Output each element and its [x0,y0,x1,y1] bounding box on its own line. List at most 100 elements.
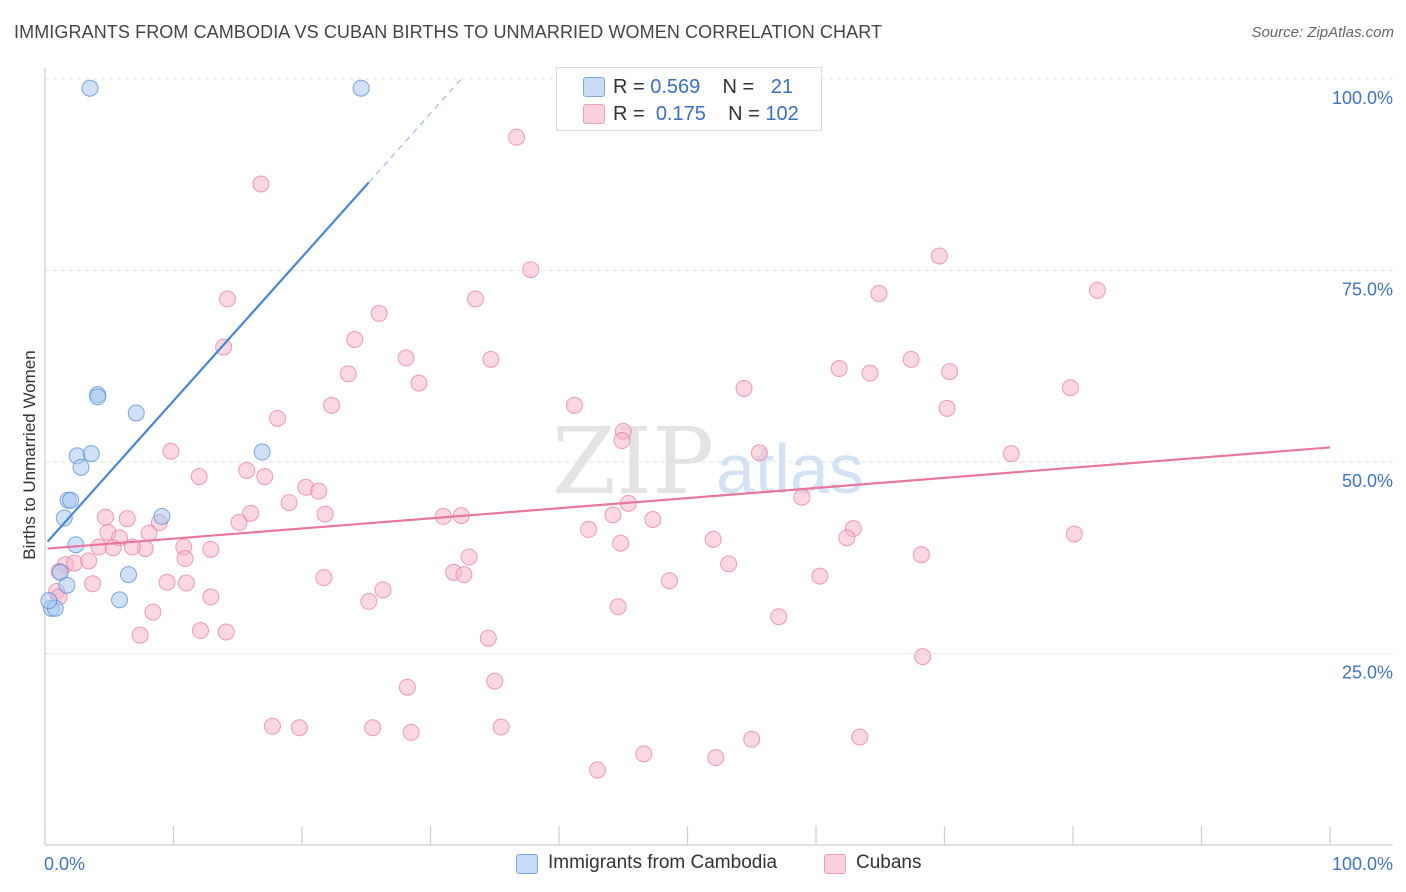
data-point-cubans [131,626,149,644]
data-point-cubans [482,350,500,368]
data-point-cubans [635,745,653,763]
data-point-cubans [339,365,357,383]
data-point-cubans [735,379,753,397]
data-point-cubans [1061,379,1079,397]
data-point-cubans [190,468,208,486]
data-point-cubans [96,508,114,526]
data-point-cubans [609,598,627,616]
chart-title: IMMIGRANTS FROM CAMBODIA VS CUBAN BIRTHS… [14,22,883,42]
data-point-cubans [315,569,333,587]
axes [44,68,1393,846]
data-point-cambodia [81,79,99,97]
data-point-cubans [902,350,920,368]
bottom-legend-swatch-cubans [824,854,846,874]
legend-r-label: R = [613,103,645,125]
data-point-cubans [580,520,598,538]
data-point-cubans [861,364,879,382]
data-point-cubans [402,723,420,741]
data-point-cubans [140,524,158,542]
data-point-cambodia [153,507,171,525]
series-cambodia [40,79,370,617]
data-point-cubans [158,573,176,591]
data-point-cambodia [55,509,73,527]
data-point-cubans [707,749,725,767]
data-point-cubans [1088,281,1106,299]
data-point-cubans [118,510,136,528]
data-point-cubans [370,304,388,322]
data-point-cubans [565,396,583,414]
trend-line-cambodia-extension [368,78,462,183]
legend-n-value: 102 [765,103,799,125]
data-point-cubans [310,482,328,500]
data-point-cubans [398,678,416,696]
data-point-cubans [230,514,248,532]
data-point-cubans [256,468,274,486]
data-point-cubans [397,349,415,367]
trend-line-cubans [47,446,1331,550]
data-point-cubans [704,530,722,548]
data-point-cubans [66,554,84,572]
data-point-cubans [374,581,392,599]
data-point-cambodia [127,404,145,422]
data-point-cubans [84,575,102,593]
data-point-cubans [750,444,768,462]
data-point-cubans [202,588,220,606]
data-point-cubans [604,506,622,524]
data-point-cubans [743,730,761,748]
data-point-cambodia [111,591,129,609]
data-point-cambodia [352,79,370,97]
data-point-cubans [508,128,526,146]
data-point-cubans [1065,525,1083,543]
data-point-cambodia [253,443,271,461]
data-point-cubans [90,538,108,556]
data-point-cubans [851,728,869,746]
data-point-cubans [218,290,236,308]
data-point-cubans [870,284,888,302]
legend-n-value: 21 [770,76,794,98]
data-point-cubans [589,761,607,779]
legend-r-value: 0.175 [655,103,706,125]
data-point-cubans [492,718,510,736]
data-point-cubans [242,504,260,522]
x-tick-label: 0.0% [44,854,85,874]
data-point-cubans [930,247,948,265]
data-point-cubans [316,505,334,523]
bottom-legend-label-cubans: Cubans [856,852,922,873]
y-tick-label: 50.0% [1342,471,1393,491]
data-point-cubans [1002,445,1020,463]
data-point-cubans [912,546,930,564]
data-point-cubans [290,719,308,737]
data-point-cubans [215,338,233,356]
data-point-cubans [217,623,235,641]
data-point-cubans [455,566,473,584]
data-point-cubans [162,442,180,460]
data-point-cubans [263,717,281,735]
data-point-cubans [460,548,478,566]
data-point-cubans [613,432,631,450]
data-point-cubans [941,363,959,381]
data-point-cubans [269,409,287,427]
x-tick-label: 100.0% [1332,854,1393,874]
data-point-cubans [479,629,497,647]
data-point-cubans [793,488,811,506]
trend-lines [46,78,1331,550]
data-point-cubans [838,529,856,547]
bottom-legend-label-cambodia: Immigrants from Cambodia [548,852,778,873]
data-point-cubans [612,534,630,552]
trend-line-cambodia [46,181,370,543]
legend-swatch-cambodia [583,77,605,97]
legend-n-label: N = [722,76,755,98]
grid-lines [45,78,1393,654]
data-point-cambodia [120,566,138,584]
y-tick-label: 25.0% [1342,663,1393,683]
legend-r-value: 0.569 [650,76,701,98]
data-point-cubans [914,648,932,666]
chart-source: Source: ZipAtlas.com [1251,24,1394,41]
legend-r-label: R = [613,76,645,98]
data-point-cubans [252,175,270,193]
data-point-cubans [80,552,98,570]
data-point-cubans [770,608,788,626]
data-point-cambodia [72,458,90,476]
data-point-cambodia [89,388,107,406]
